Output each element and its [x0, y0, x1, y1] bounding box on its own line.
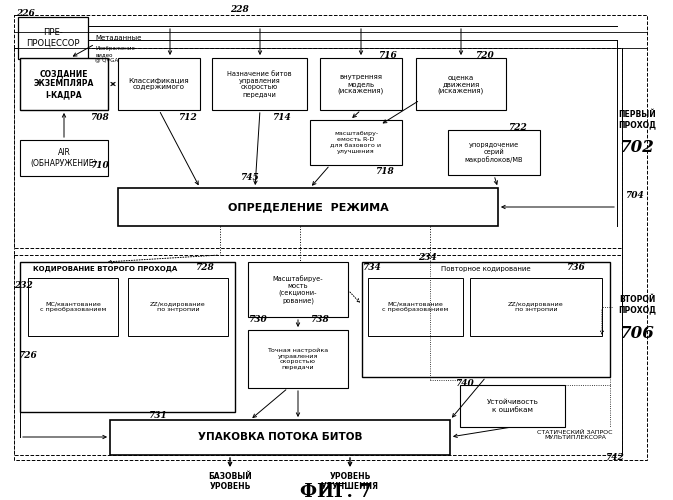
Text: Изображение
видео
@ QVGA: Изображение видео @ QVGA [95, 46, 135, 62]
Text: 728: 728 [195, 264, 214, 272]
Bar [118, 188, 498, 226]
Text: СОЗДАНИЕ
ЭКЗЕМПЛЯРА
I-КАДРА: СОЗДАНИЕ ЭКЗЕМПЛЯРА I-КАДРА [34, 69, 94, 99]
Bar [118, 58, 200, 110]
Text: AIR
(ОБНАРУЖЕНИЕ): AIR (ОБНАРУЖЕНИЕ) [31, 148, 98, 168]
Text: ПЕРВЫЙ
ПРОХОД: ПЕРВЫЙ ПРОХОД [618, 110, 656, 130]
Bar [18, 17, 88, 59]
Text: Устойчивость
к ошибкам: Устойчивость к ошибкам [487, 400, 538, 412]
Text: УПАКОВКА ПОТОКА БИТОВ: УПАКОВКА ПОТОКА БИТОВ [198, 432, 362, 442]
Text: ОПРЕДЕЛЕНИЕ  РЕЖИМА: ОПРЕДЕЛЕНИЕ РЕЖИМА [227, 202, 388, 212]
Bar [448, 130, 540, 175]
Text: МС/квантование
с преобразованием: МС/квантование с преобразованием [40, 302, 106, 312]
Text: 722: 722 [508, 122, 527, 132]
Text: ПРЕ-
ПРОЦЕССОР: ПРЕ- ПРОЦЕССОР [26, 28, 79, 48]
Bar [128, 278, 228, 336]
Text: 718: 718 [375, 168, 394, 176]
Text: внутренняя
модель
(искажения): внутренняя модель (искажения) [338, 74, 384, 94]
Bar [470, 278, 602, 336]
Text: 740: 740 [455, 378, 474, 388]
Text: 702: 702 [620, 140, 654, 156]
Bar [20, 262, 235, 412]
Text: ФИГ. 7: ФИГ. 7 [300, 483, 371, 500]
Text: 712: 712 [178, 114, 197, 122]
Bar [14, 15, 647, 460]
Text: 706: 706 [620, 324, 654, 342]
Bar [320, 58, 402, 110]
Bar [310, 120, 402, 165]
Text: 226: 226 [16, 8, 35, 18]
Text: 736: 736 [566, 264, 585, 272]
Text: 232: 232 [14, 280, 33, 289]
Text: УРОВЕНЬ
УЛУЧШЕНИЯ: УРОВЕНЬ УЛУЧШЕНИЯ [321, 472, 379, 492]
Text: КОДИРОВАНИЕ ВТОРОГО ПРОХОДА: КОДИРОВАНИЕ ВТОРОГО ПРОХОДА [33, 266, 177, 272]
Bar [248, 330, 348, 388]
Bar [362, 262, 610, 377]
Bar [368, 278, 463, 336]
Text: Классификация
содержимого: Классификация содержимого [129, 78, 189, 90]
Text: 720: 720 [475, 50, 494, 59]
Bar [14, 255, 622, 455]
Text: ВТОРОЙ
ПРОХОД: ВТОРОЙ ПРОХОД [618, 296, 656, 314]
Text: 738: 738 [310, 316, 328, 324]
Text: ZZ/кодирование
по энтропии: ZZ/кодирование по энтропии [150, 302, 206, 312]
Text: 710: 710 [90, 160, 109, 170]
Bar [248, 262, 348, 317]
Text: 234: 234 [418, 254, 437, 262]
Text: 716: 716 [378, 50, 397, 59]
Text: 714: 714 [272, 114, 291, 122]
Text: упорядочение
серий
макроблоков/MB: упорядочение серий макроблоков/MB [465, 142, 523, 164]
Text: 731: 731 [148, 410, 167, 420]
Text: МС/квантование
с преобразованием: МС/квантование с преобразованием [382, 302, 449, 312]
Text: масштабиру-
емость R-D
для базового и
улучшения: масштабиру- емость R-D для базового и ул… [330, 132, 382, 154]
Bar [416, 58, 506, 110]
Text: СТАТИЧЕСКИЙ ЗАПРОС
МУЛЬТИПЛЕКСОРА: СТАТИЧЕСКИЙ ЗАПРОС МУЛЬТИПЛЕКСОРА [537, 430, 612, 440]
Bar [110, 420, 450, 455]
Text: Точная настройка
управления
скоростью
передачи: Точная настройка управления скоростью пе… [267, 348, 328, 370]
Text: ZZ/кодирование
по энтропии: ZZ/кодирование по энтропии [508, 302, 564, 312]
Text: Метаданные: Метаданные [95, 34, 141, 40]
Text: 742: 742 [605, 454, 624, 462]
Text: 730: 730 [248, 316, 267, 324]
Bar [14, 48, 622, 248]
Text: 228: 228 [230, 6, 249, 15]
Bar [460, 385, 565, 427]
Text: 708: 708 [90, 114, 109, 122]
Text: 734: 734 [362, 264, 381, 272]
Text: 704: 704 [625, 190, 644, 200]
Text: оценка
движения
(искажения): оценка движения (искажения) [438, 74, 484, 94]
Bar [28, 278, 118, 336]
Bar [212, 58, 307, 110]
Text: БАЗОВЫЙ
УРОВЕНЬ: БАЗОВЫЙ УРОВЕНЬ [208, 472, 252, 492]
Text: 726: 726 [18, 350, 37, 360]
Text: 745: 745 [240, 174, 258, 182]
Text: Масштабируе-
мость
(секциони-
рование): Масштабируе- мость (секциони- рование) [273, 275, 323, 304]
Text: Назначение битов
управления
скоростью
передачи: Назначение битов управления скоростью пе… [227, 70, 292, 98]
Text: Повторное кодирование: Повторное кодирование [441, 266, 531, 272]
Bar [20, 140, 108, 176]
Bar [20, 58, 108, 110]
